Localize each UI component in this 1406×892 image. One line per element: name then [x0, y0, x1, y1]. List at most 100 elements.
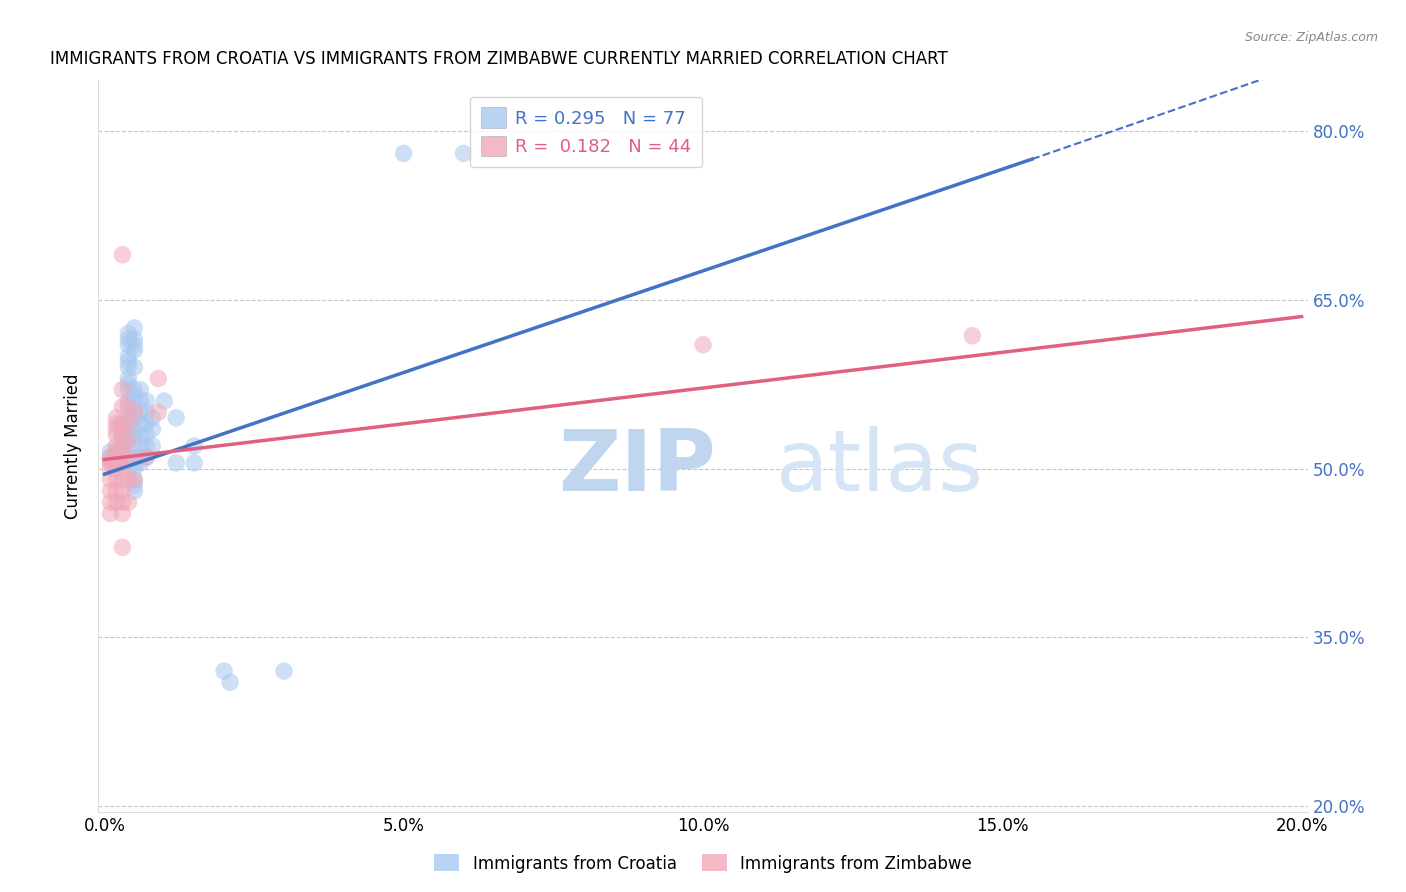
Point — [100, 444, 122, 458]
Point — [141, 439, 163, 453]
Point — [124, 410, 146, 425]
Point — [105, 439, 128, 453]
Point — [105, 456, 128, 470]
Point — [111, 483, 134, 498]
Point — [124, 483, 146, 498]
Point — [105, 450, 128, 465]
Point — [129, 417, 152, 431]
Point — [124, 439, 146, 453]
Text: ZIP: ZIP — [558, 426, 716, 509]
Point — [105, 422, 128, 436]
Point — [117, 326, 139, 341]
Point — [100, 495, 122, 509]
Point — [124, 427, 146, 442]
Point — [100, 461, 122, 475]
Text: IMMIGRANTS FROM CROATIA VS IMMIGRANTS FROM ZIMBABWE CURRENTLY MARRIED CORRELATIO: IMMIGRANTS FROM CROATIA VS IMMIGRANTS FR… — [51, 50, 948, 68]
Point — [129, 394, 152, 409]
Point — [141, 422, 163, 436]
Point — [129, 439, 152, 453]
Point — [105, 450, 128, 465]
Point — [692, 337, 714, 351]
Point — [117, 417, 139, 431]
Point — [111, 427, 134, 442]
Point — [148, 405, 170, 419]
Point — [165, 410, 187, 425]
Point — [273, 664, 295, 678]
Point — [129, 383, 152, 397]
Point — [100, 456, 122, 470]
Point — [124, 461, 146, 475]
Point — [100, 473, 122, 487]
Point — [117, 456, 139, 470]
Point — [124, 332, 146, 346]
Point — [129, 405, 152, 419]
Point — [117, 349, 139, 363]
Point — [117, 410, 139, 425]
Point — [105, 461, 128, 475]
Point — [105, 417, 128, 431]
Point — [105, 444, 128, 458]
Point — [219, 675, 242, 690]
Point — [100, 450, 122, 465]
Point — [117, 354, 139, 368]
Point — [124, 405, 146, 419]
Point — [212, 664, 235, 678]
Point — [105, 444, 128, 458]
Point — [124, 383, 146, 397]
Point — [135, 394, 157, 409]
Point — [117, 450, 139, 465]
Point — [392, 146, 415, 161]
Point — [105, 410, 128, 425]
Point — [124, 360, 146, 375]
Point — [117, 417, 139, 431]
Point — [183, 439, 205, 453]
Point — [111, 248, 134, 262]
Point — [111, 473, 134, 487]
Point — [124, 478, 146, 492]
Point — [124, 422, 146, 436]
Point — [117, 377, 139, 392]
Point — [105, 483, 128, 498]
Point — [124, 343, 146, 358]
Point — [153, 394, 176, 409]
Point — [124, 473, 146, 487]
Point — [111, 450, 134, 465]
Point — [129, 450, 152, 465]
Point — [962, 328, 984, 343]
Point — [111, 439, 134, 453]
Point — [117, 434, 139, 448]
Point — [148, 371, 170, 385]
Point — [111, 400, 134, 414]
Point — [117, 495, 139, 509]
Point — [111, 495, 134, 509]
Point — [124, 456, 146, 470]
Point — [453, 146, 475, 161]
Point — [135, 450, 157, 465]
Point — [111, 541, 134, 555]
Point — [111, 507, 134, 521]
Point — [111, 434, 134, 448]
Point — [141, 410, 163, 425]
Legend: R = 0.295   N = 77, R =  0.182   N = 44: R = 0.295 N = 77, R = 0.182 N = 44 — [470, 96, 703, 167]
Point — [105, 461, 128, 475]
Point — [105, 495, 128, 509]
Point — [135, 439, 157, 453]
Point — [111, 461, 134, 475]
Point — [117, 371, 139, 385]
Point — [135, 405, 157, 419]
Point — [111, 417, 134, 431]
Point — [124, 450, 146, 465]
Point — [124, 337, 146, 351]
Point — [105, 456, 128, 470]
Point — [135, 450, 157, 465]
Text: Source: ZipAtlas.com: Source: ZipAtlas.com — [1244, 31, 1378, 45]
Point — [100, 450, 122, 465]
Point — [100, 483, 122, 498]
Point — [111, 450, 134, 465]
Point — [111, 439, 134, 453]
Point — [111, 427, 134, 442]
Point — [183, 456, 205, 470]
Point — [111, 422, 134, 436]
Point — [111, 417, 134, 431]
Point — [135, 427, 157, 442]
